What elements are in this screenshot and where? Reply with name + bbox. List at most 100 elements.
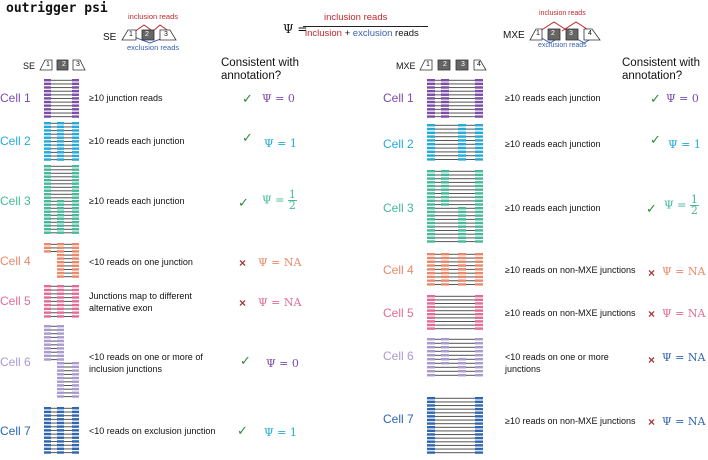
mxe-psi-value: Ψ = 0 xyxy=(666,92,699,105)
se-cell7-reads xyxy=(44,407,79,454)
se-panel-exon-diagram xyxy=(39,59,86,71)
mxe-psi-value: Ψ = 1 xyxy=(668,138,701,151)
se-row-desc: <10 reads on one junction xyxy=(89,257,193,267)
cross-icon: × xyxy=(648,307,656,321)
se-cell1-reads xyxy=(44,79,79,118)
se-panel-label: SE xyxy=(23,61,36,71)
se-row-desc: ≥10 reads each junction xyxy=(89,136,185,146)
cross-icon: × xyxy=(648,415,656,429)
se-legend-exclusion: exclusion reads xyxy=(127,43,180,52)
mxe-psi-value: Ψ = NA xyxy=(662,307,706,320)
mxe-cell-label: Cell 4 xyxy=(383,263,414,277)
check-icon: ✓ xyxy=(242,91,253,106)
se-row-desc: <10 reads on one or more of inclusion ju… xyxy=(89,352,203,374)
se-cell-label: Cell 4 xyxy=(0,254,31,268)
se-psi-value: Ψ = 1 xyxy=(264,137,297,150)
mxe-panel-label: MXE xyxy=(396,61,416,71)
se-cell6-reads xyxy=(44,325,79,398)
mxe-panel-exon-diagram xyxy=(419,59,487,71)
mxe-cell-label: Cell 5 xyxy=(383,306,414,320)
se-panel-exon-2: 2 xyxy=(62,61,66,68)
se-cell5-reads xyxy=(44,285,79,318)
se-psi-value: Ψ = 0 xyxy=(262,92,295,105)
mxe-cell-label: Cell 2 xyxy=(383,137,414,151)
cross-icon: × xyxy=(239,296,247,310)
cross-icon: × xyxy=(648,353,656,367)
mxe-cell6-reads xyxy=(427,338,483,377)
se-panel-exon-3: 3 xyxy=(76,61,80,68)
mxe-cell5-reads xyxy=(427,295,483,330)
check-icon: ✓ xyxy=(650,91,661,106)
mxe-cell2-reads xyxy=(427,124,483,161)
mxe-row-desc: ≥10 reads each junction xyxy=(505,93,601,103)
mxe-legend-exclusion: exclusion reads xyxy=(538,42,587,49)
se-psi-value: Ψ = NA xyxy=(258,296,302,309)
check-icon: ✓ xyxy=(238,195,249,210)
se-row-desc: ≥10 reads each junction xyxy=(89,196,185,206)
se-consistent-header: Consistent with annotation? xyxy=(221,57,299,82)
mxe-cell-label: Cell 6 xyxy=(383,349,414,363)
mxe-cell1-reads xyxy=(427,79,483,118)
mxe-legend-diagram xyxy=(529,21,601,44)
mxe-cell3-reads xyxy=(427,170,483,243)
mxe-row-desc: <10 reads on one or more junctions xyxy=(505,352,609,374)
se-legend-label: SE xyxy=(103,32,117,43)
se-legend-exon-1: 1 xyxy=(129,31,133,38)
mxe-row-desc: ≥10 reads on non-MXE junctions xyxy=(505,416,636,426)
mxe-consistent-header: Consistent with annotation? xyxy=(622,57,700,82)
check-icon: ✓ xyxy=(650,132,661,147)
se-row-desc: Junctions map to different alternative e… xyxy=(89,291,192,313)
mxe-cell7-reads xyxy=(427,397,483,454)
mxe-row-desc: ≥10 reads each junction xyxy=(505,203,601,213)
mxe-psi-value: Ψ = NA xyxy=(662,415,706,428)
mxe-panel-exon-1: 1 xyxy=(426,61,430,68)
mxe-row-desc: ≥10 reads each junction xyxy=(505,139,601,149)
se-cell2-reads xyxy=(44,122,79,161)
mxe-row-desc: ≥10 reads on non-MXE junctions xyxy=(505,308,636,318)
mxe-cell4-reads xyxy=(427,253,483,286)
formula-bar xyxy=(303,26,428,27)
se-cell3-reads xyxy=(44,165,79,234)
mxe-legend-exon-1: 1 xyxy=(536,30,540,37)
mxe-legend-exon-2: 2 xyxy=(551,30,555,37)
se-cell4-reads xyxy=(44,243,79,278)
se-cell-label: Cell 1 xyxy=(0,91,31,105)
se-row-desc: ≥10 junction reads xyxy=(89,93,163,103)
mxe-row-desc: ≥10 reads on non-MXE junctions xyxy=(505,265,636,275)
mxe-psi-value: Ψ = NA xyxy=(662,265,706,278)
figure-title: outrigger psi xyxy=(6,1,108,16)
cross-icon: × xyxy=(239,256,247,270)
mxe-legend-exon-4: 4 xyxy=(588,30,592,37)
mxe-legend-label: MXE xyxy=(503,30,525,41)
check-icon: ✓ xyxy=(646,201,657,216)
mxe-legend-exon-3: 3 xyxy=(569,30,573,37)
formula-psi: Ψ = xyxy=(283,22,308,36)
mxe-panel-exon-3: 3 xyxy=(461,61,465,68)
se-psi-value: Ψ = 1 xyxy=(264,426,297,439)
se-cell-label: Cell 6 xyxy=(0,355,31,369)
se-psi-value: Ψ = 0 xyxy=(266,357,299,370)
mxe-legend-inclusion: inclusion reads xyxy=(539,10,586,17)
se-cell-label: Cell 5 xyxy=(0,294,31,308)
check-icon: ✓ xyxy=(242,130,253,145)
cross-icon: × xyxy=(648,266,656,280)
se-row-desc: <10 reads on exclusion junction xyxy=(89,426,216,436)
check-icon: ✓ xyxy=(240,353,251,368)
formula-denominator: inclusion + exclusion reads xyxy=(305,28,419,39)
se-legend-diagram xyxy=(121,24,177,44)
mxe-cell-label: Cell 1 xyxy=(383,91,414,105)
formula-numerator: inclusion reads xyxy=(324,12,388,23)
mxe-psi-value: Ψ = NA xyxy=(662,351,706,364)
se-legend-exon-2: 2 xyxy=(145,31,149,38)
se-panel-exon-1: 1 xyxy=(46,61,50,68)
se-cell-label: Cell 3 xyxy=(0,194,31,208)
mxe-panel-exon-4: 4 xyxy=(477,61,481,68)
check-icon: ✓ xyxy=(237,423,248,438)
mxe-cell-label: Cell 3 xyxy=(383,201,414,215)
se-legend-inclusion: inclusion reads xyxy=(128,12,179,21)
se-legend-exon-3: 3 xyxy=(164,31,168,38)
se-psi-value: Ψ = NA xyxy=(258,256,302,269)
mxe-panel-exon-2: 2 xyxy=(443,61,447,68)
